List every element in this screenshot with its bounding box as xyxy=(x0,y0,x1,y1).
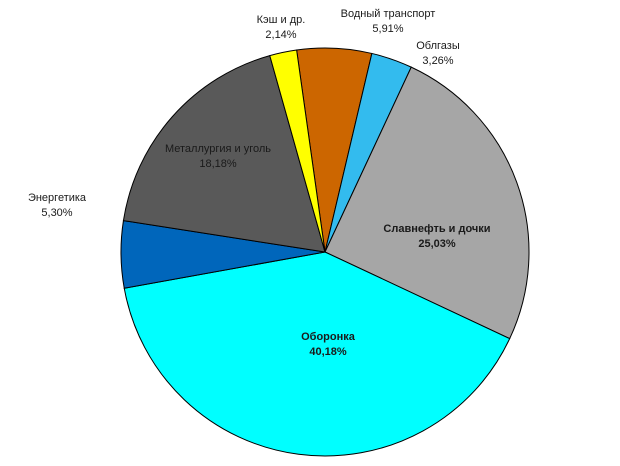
slice-label-облгазы: Облгазы 3,26% xyxy=(416,40,460,67)
slice-label-name: Славнефть и дочки xyxy=(383,223,490,235)
slice-label-percent: 5,30% xyxy=(41,207,72,219)
slice-label-металлургия-и-уголь: Металлургия и уголь 18,18% xyxy=(165,143,271,170)
slice-label-name: Облгазы xyxy=(416,40,460,52)
slice-label-percent: 18,18% xyxy=(199,158,237,170)
pie-slice-оборонка xyxy=(123,251,511,457)
slice-label-name: Кэш и др. xyxy=(257,14,306,26)
slice-label-энергетика: Энергетика 5,30% xyxy=(28,192,87,219)
pie-slice-кэш-и-др xyxy=(269,49,326,253)
slice-label-percent: 40,18% xyxy=(309,346,347,358)
slice-label-name: Водный транспорт xyxy=(341,8,436,20)
slice-label-name: Металлургия и уголь xyxy=(165,143,271,155)
slice-label-percent: 25,03% xyxy=(418,238,456,250)
pie-slice-славнефть-и-дочки xyxy=(324,66,530,340)
slice-label-водный-транспорт: Водный транспорт 5,91% xyxy=(341,8,436,35)
slice-label-percent: 3,26% xyxy=(422,55,453,67)
slice-label-оборонка: Оборонка 40,18% xyxy=(301,331,356,358)
slice-label-name: Энергетика xyxy=(28,192,87,204)
slice-label-кэш-и-др: Кэш и др. 2,14% xyxy=(257,14,306,41)
pie-slice-металлургия-и-уголь xyxy=(122,54,326,253)
slice-label-славнефть-и-дочки: Славнефть и дочки 25,03% xyxy=(383,223,490,250)
slice-label-percent: 5,91% xyxy=(372,23,403,35)
slice-label-percent: 2,14% xyxy=(265,29,296,41)
slice-label-name: Оборонка xyxy=(301,331,356,343)
